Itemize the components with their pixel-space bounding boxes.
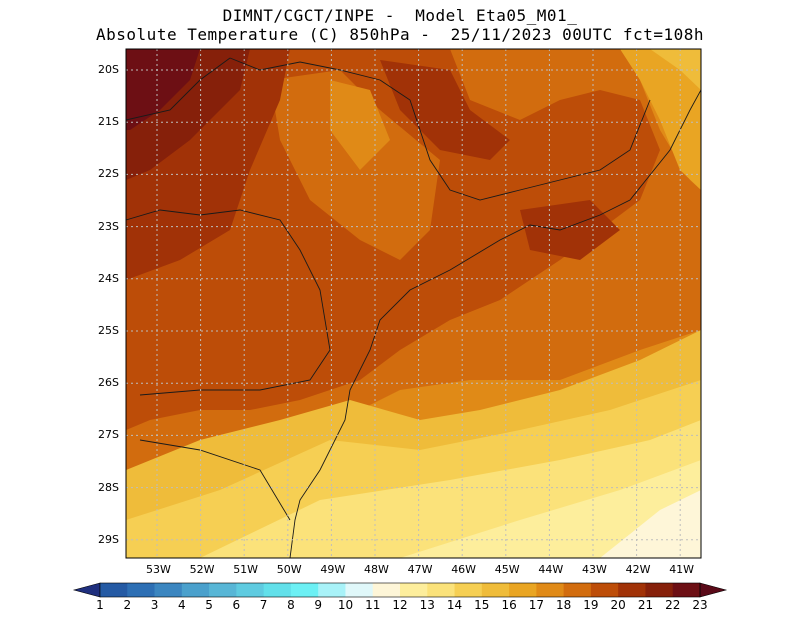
- colorbar-tick-label: 17: [528, 598, 544, 612]
- colorbar-tick-label: 21: [637, 598, 654, 612]
- colorbar-tick-label: 10: [337, 598, 354, 612]
- colorbar-frame: [99, 582, 701, 598]
- lon-label: 49W: [320, 563, 346, 576]
- field-19-inland: [270, 70, 440, 260]
- lon-label: 42W: [625, 563, 651, 576]
- colorbar-segment: [372, 583, 401, 597]
- state-border-pr: [126, 209, 331, 396]
- lat-label: 21S: [98, 115, 119, 129]
- colorbar-tick-label: 7: [259, 598, 268, 612]
- colorbar-tick-label: 5: [205, 598, 213, 612]
- lat-label: 22S: [98, 167, 119, 181]
- lon-label: 47W: [407, 563, 433, 576]
- colorbar-segment: [400, 583, 428, 597]
- colorbar-tick-label: 6: [232, 598, 241, 612]
- colorbar-segment: [618, 583, 646, 597]
- lat-label: 28S: [98, 480, 119, 494]
- gridlines: [126, 49, 701, 558]
- state-border-sc-rs: [139, 439, 291, 521]
- field-21-north: [380, 60, 510, 160]
- colorbar-tick-label: 2: [123, 598, 132, 612]
- state-border-ms: [126, 57, 231, 121]
- colorbar-segment: [645, 583, 674, 597]
- lat-label: 27S: [98, 428, 119, 442]
- plot-frame: [125, 48, 702, 559]
- field-21-rj: [520, 200, 620, 260]
- colorbar-tick-label: 12: [392, 598, 408, 612]
- colorbar-tick-label: 16: [501, 598, 517, 612]
- colorbar-segment: [590, 583, 619, 597]
- colorbar-tick-label: 15: [474, 598, 490, 612]
- colorbar-tick-label: 20: [610, 598, 626, 612]
- colorbar-tick-label: 4: [177, 598, 186, 612]
- lat-label: 25S: [98, 324, 119, 337]
- colorbar-segment: [509, 583, 537, 597]
- colorbar-segment: [345, 583, 374, 597]
- colorbar-tick-label: 22: [665, 598, 681, 612]
- lat-label: 20S: [98, 63, 119, 76]
- lon-label: 45W: [494, 563, 520, 576]
- lon-label: 44W: [538, 563, 564, 576]
- lon-label: 46W: [451, 563, 477, 576]
- colorbar-tick-label: 14: [446, 598, 463, 612]
- colorbar-segment: [127, 583, 155, 597]
- colorbar-tick-label: 8: [287, 598, 295, 612]
- colorbar-segment: [454, 583, 483, 597]
- colorbar-tick-label: 19: [583, 598, 599, 612]
- colorbar-segment: [181, 583, 210, 597]
- colorbar-tick-label: 3: [150, 598, 159, 612]
- lon-label: 52W: [189, 563, 215, 576]
- colorbar-tick-label: 1: [96, 598, 104, 612]
- colorbar-segment: [290, 583, 319, 597]
- chart-title-line1: DIMNT/CGCT/INPE - Model Eta05_M01_: [222, 6, 578, 25]
- colorbar-segment: [263, 583, 292, 597]
- colorbar-min-arrow: [72, 582, 101, 598]
- field-17-ne: [620, 49, 701, 190]
- lat-label: 29S: [98, 532, 119, 546]
- lat-label: 26S: [98, 376, 119, 390]
- colorbar-tick-label: 18: [555, 598, 572, 612]
- lon-label: 43W: [582, 563, 607, 576]
- field-16-ne: [650, 49, 701, 90]
- colorbar-tick-label: 13: [419, 598, 435, 612]
- colorbar-segment: [209, 583, 237, 597]
- field-18-patch: [330, 80, 390, 170]
- colorbar-segment: [563, 583, 592, 597]
- colorbar-segment: [427, 583, 455, 597]
- colorbar-segment: [154, 583, 183, 597]
- colorbar: [72, 582, 728, 598]
- lat-label: 23S: [98, 219, 119, 233]
- colorbar-tick-label: 9: [314, 598, 322, 612]
- colorbar-segment: [100, 583, 128, 597]
- lon-label: 41W: [669, 563, 695, 576]
- field-12: [600, 490, 701, 558]
- lon-label: 53W: [146, 563, 171, 576]
- colorbar-segment: [236, 583, 265, 597]
- temperature-field: [126, 49, 701, 558]
- colorbar-segment: [672, 583, 701, 597]
- colorbar-segment: [318, 583, 346, 597]
- coastline: [289, 89, 701, 558]
- colorbar-tick-label: 23: [692, 598, 708, 612]
- colorbar-segment: [536, 583, 565, 597]
- lon-label: 50W: [276, 563, 302, 576]
- field-23: [126, 49, 200, 130]
- lon-label: 48W: [364, 563, 389, 576]
- chart-title-line2: Absolute Temperature (C) 850hPa - 25/11/…: [96, 25, 704, 44]
- lon-label: 51W: [233, 563, 259, 576]
- field-13: [400, 460, 701, 558]
- lat-label: 24S: [98, 271, 119, 285]
- colorbar-tick-label: 11: [365, 598, 381, 612]
- colorbar-segment: [481, 583, 510, 597]
- state-border-mg: [229, 57, 651, 201]
- colorbar-max-arrow: [699, 582, 728, 598]
- coastlines-and-borders: [126, 57, 701, 558]
